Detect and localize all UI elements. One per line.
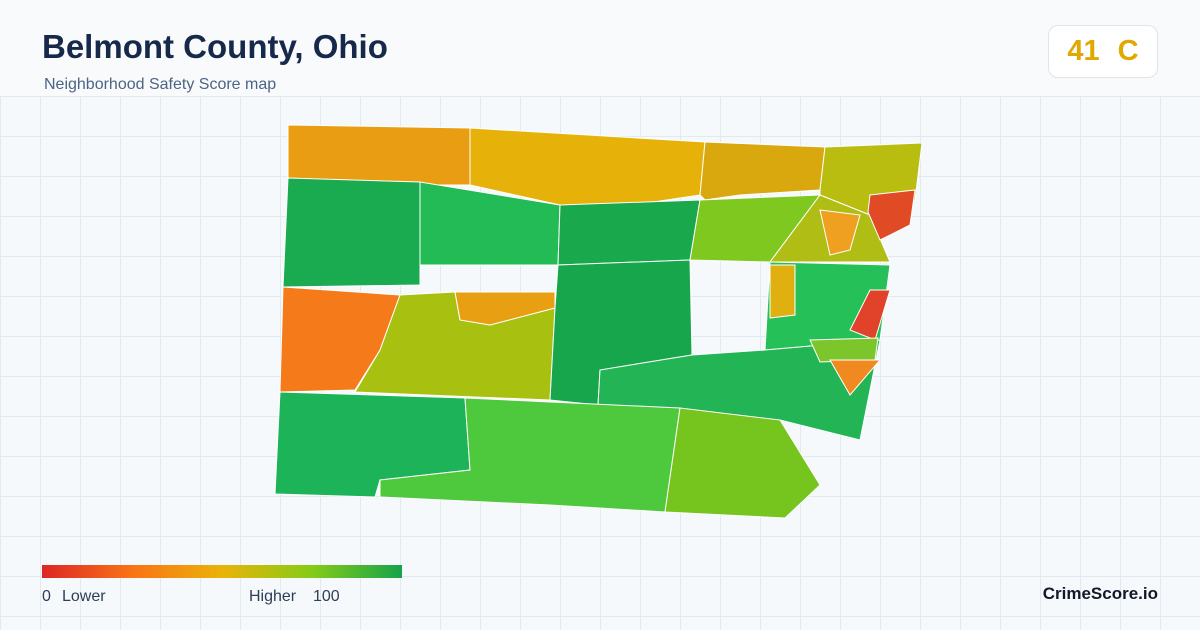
header: Belmont County, Ohio Neighborhood Safety…: [0, 0, 1200, 97]
score-value: 41: [1067, 35, 1100, 67]
region: [819, 209, 861, 256]
region: [287, 124, 471, 186]
region: [867, 189, 916, 241]
region: [809, 337, 879, 363]
region: [769, 264, 796, 319]
region: [282, 177, 421, 288]
brand: CrimeScore.io: [1042, 584, 1158, 603]
legend-min-label: Lower: [62, 588, 106, 605]
score-grade: C: [1117, 35, 1139, 67]
legend-min: 0: [42, 588, 51, 605]
legend-gradient: [42, 565, 402, 578]
region: [699, 141, 826, 201]
title: Belmont County, Ohio: [42, 28, 388, 65]
region: [454, 291, 556, 326]
region: [557, 199, 701, 266]
subtitle: Neighborhood Safety Score map: [44, 76, 277, 93]
legend-max: 100: [313, 588, 340, 605]
region: [279, 286, 401, 393]
legend-max-label: Higher: [249, 588, 297, 605]
score-badge: 41 C: [1048, 25, 1158, 78]
region: [829, 359, 882, 396]
region: [664, 407, 821, 519]
